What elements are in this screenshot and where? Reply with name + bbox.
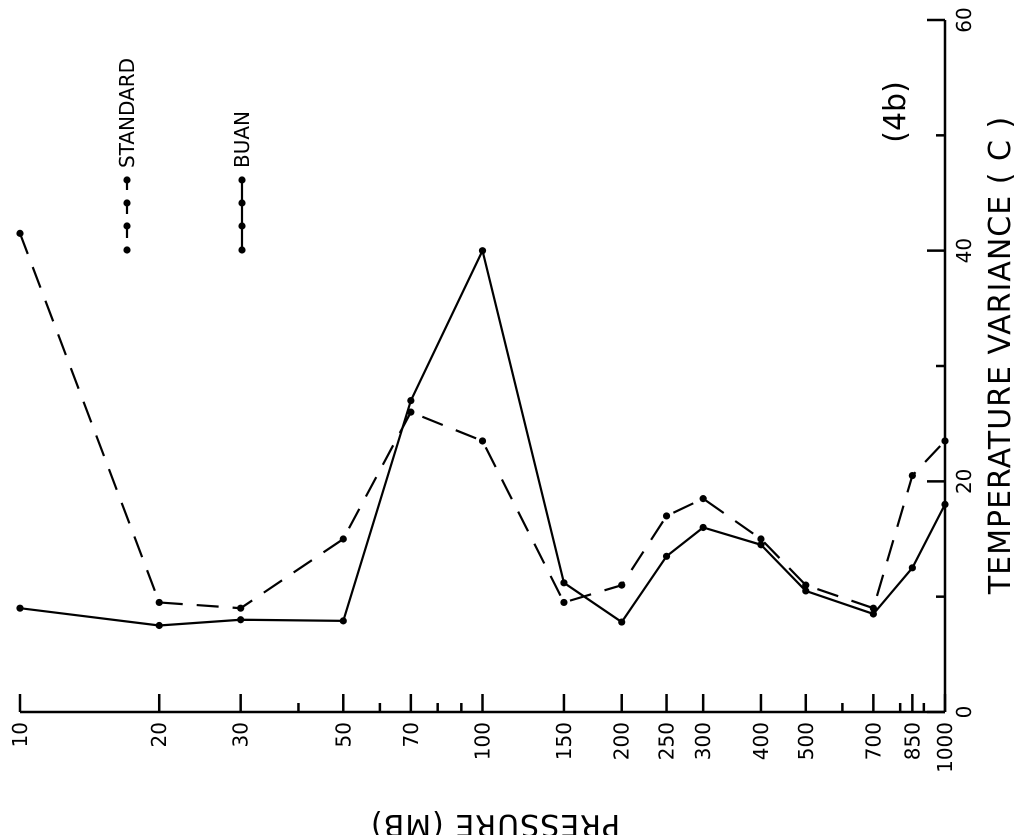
axes (20, 20, 947, 714)
x-tick-label: 150 (552, 722, 576, 760)
x-tick-label: 100 (471, 722, 495, 760)
series-layer (16, 229, 949, 630)
data-point-buan (699, 523, 707, 532)
data-point-buan (560, 579, 568, 587)
data-point-standard (478, 437, 487, 445)
data-point-standard (618, 581, 626, 589)
ticks: 10 20 30 50 70 100 150 200 250 300 400 500 700 850 100… (8, 7, 976, 773)
x-tick-label: 50 (331, 722, 355, 747)
x-tick-label: 700 (861, 722, 885, 760)
x-tick-label: 10 (8, 722, 32, 747)
x-tick-label: 850 (900, 722, 924, 760)
data-point-buan (16, 604, 24, 612)
legend-label-buan: BUAN (230, 111, 254, 168)
data-point-standard (869, 604, 877, 612)
y-tick-label: 60 (952, 7, 976, 32)
data-point-buan (802, 587, 810, 595)
x-tick-label: 1000 (933, 722, 957, 773)
data-point-standard (757, 535, 765, 543)
legend-marker (238, 246, 246, 254)
data-point-standard (16, 229, 24, 237)
data-point-buan (941, 500, 949, 508)
y-tick-label: 20 (952, 469, 976, 494)
legend-marker (238, 222, 246, 230)
annotation-label: (4b) (878, 81, 913, 143)
y-axis-title: TEMPERATURE VARIANCE ( C ) (983, 116, 1018, 595)
data-point-buan (237, 616, 245, 624)
data-point-standard (802, 581, 810, 589)
legend-marker (238, 199, 246, 207)
data-point-standard (339, 535, 347, 543)
data-point-buan (407, 397, 415, 405)
x-tick-label: 30 (229, 722, 253, 747)
data-point-standard (908, 471, 916, 480)
x-tick-label: 70 (399, 722, 423, 747)
data-point-standard (155, 598, 163, 607)
data-point-standard (407, 408, 415, 416)
x-tick-label: 300 (691, 722, 715, 760)
data-point-buan (155, 621, 163, 630)
data-point-buan (618, 618, 626, 626)
legend-marker (238, 176, 246, 184)
legend-marker (123, 176, 131, 184)
y-tick-label: 40 (952, 238, 976, 263)
data-point-buan (869, 610, 877, 618)
data-point-buan (757, 541, 765, 549)
legend-marker (123, 246, 131, 254)
data-point-standard (662, 512, 671, 520)
data-point-standard (237, 604, 245, 612)
data-point-buan (908, 564, 916, 572)
series-line-standard (18, 232, 946, 610)
x-tick-label: 200 (610, 722, 634, 760)
x-tick-label: 400 (749, 722, 773, 760)
x-tick-label: 500 (794, 722, 818, 760)
data-point-standard (941, 437, 949, 445)
data-point-standard (699, 495, 707, 503)
x-tick-label: 20 (147, 722, 171, 747)
x-axis-title: PRESSURE (MB) (370, 807, 620, 835)
legend: STANDARD BUAN (115, 58, 254, 254)
legend-label-standard: STANDARD (115, 58, 139, 168)
x-tick-label: 250 (655, 722, 679, 760)
data-point-buan (662, 552, 671, 560)
data-point-buan (478, 247, 487, 255)
data-point-buan (339, 617, 347, 625)
legend-marker (123, 222, 131, 230)
legend-marker (123, 199, 131, 207)
data-point-standard (560, 598, 568, 607)
y-tick-label: 0 (952, 706, 976, 719)
